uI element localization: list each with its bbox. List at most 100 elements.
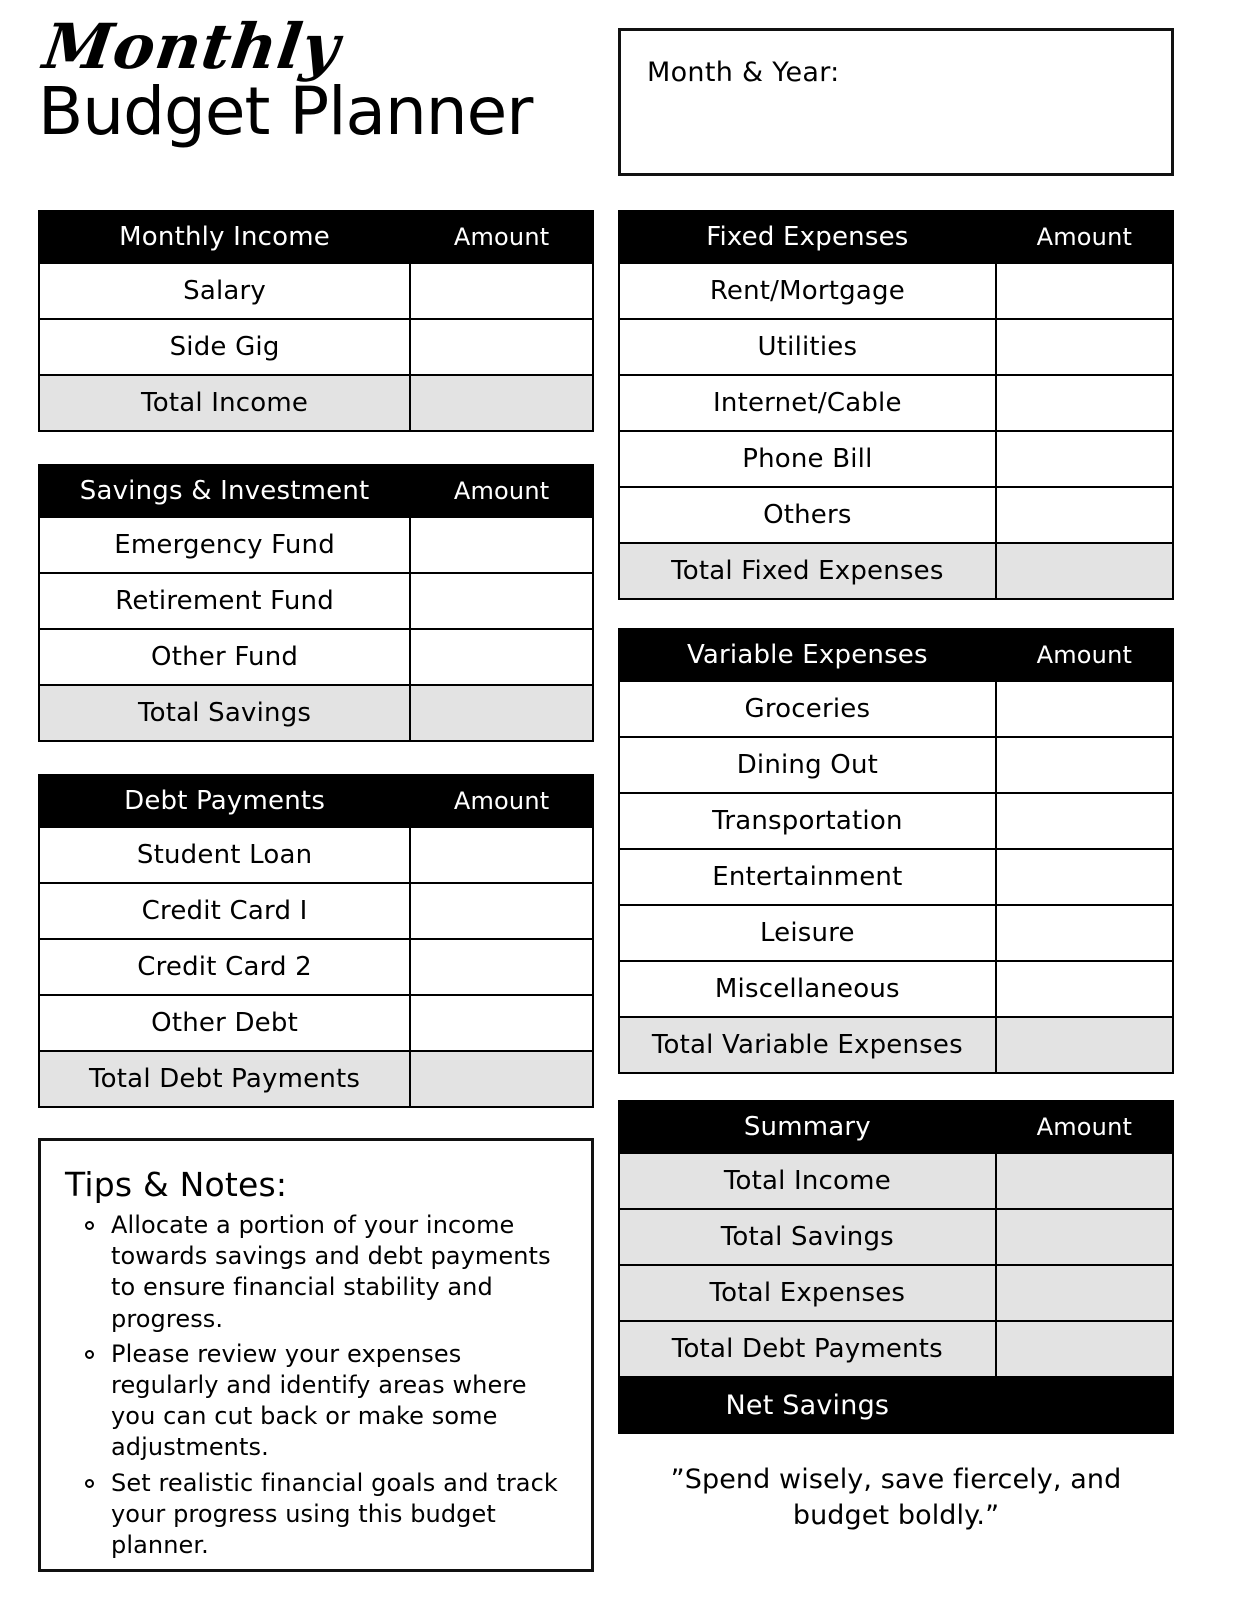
amount-cell[interactable] <box>994 430 1175 488</box>
monthly-income-table: Monthly Income Amount Salary Side Gig To… <box>37 210 594 432</box>
table-row: Leisure <box>618 904 1175 962</box>
row-label: Groceries <box>618 680 997 738</box>
net-savings-row: Net Savings <box>618 1376 1175 1434</box>
table-row: Side Gig <box>37 318 594 376</box>
table-title: Savings & Investment <box>37 464 412 518</box>
amount-cell[interactable] <box>994 1208 1175 1266</box>
row-label: Emergency Fund <box>37 516 412 574</box>
tips-title: Tips & Notes: <box>65 1165 288 1204</box>
table-header-row: Savings & Investment Amount <box>37 464 594 518</box>
amount-cell[interactable] <box>994 960 1175 1018</box>
quote-line-2: budget boldly.” <box>792 1500 1000 1532</box>
table-row: Rent/Mortgage <box>618 262 1175 320</box>
total-amount-cell[interactable] <box>994 542 1175 600</box>
row-label: Other Debt <box>37 994 412 1052</box>
amount-cell[interactable] <box>994 318 1175 376</box>
table-row: Credit Card 2 <box>37 938 594 996</box>
amount-header: Amount <box>994 1100 1175 1154</box>
tips-list: Allocate a portion of your income toward… <box>63 1210 573 1561</box>
total-label: Total Fixed Expenses <box>618 542 997 600</box>
total-label: Total Income <box>37 374 412 432</box>
amount-cell[interactable] <box>994 486 1175 544</box>
row-label: Rent/Mortgage <box>618 262 997 320</box>
table-header-row: Debt Payments Amount <box>37 774 594 828</box>
table-title: Fixed Expenses <box>618 210 997 264</box>
total-amount-cell[interactable] <box>409 374 594 432</box>
table-row: Retirement Fund <box>37 572 594 630</box>
table-row: Other Fund <box>37 628 594 686</box>
amount-cell[interactable] <box>994 680 1175 738</box>
summary-table: Summary Amount Total Income Total Saving… <box>618 1100 1175 1434</box>
total-amount-cell[interactable] <box>409 684 594 742</box>
amount-header: Amount <box>409 210 594 264</box>
total-amount-cell[interactable] <box>409 1050 594 1108</box>
amount-cell[interactable] <box>409 882 594 940</box>
amount-cell[interactable] <box>994 262 1175 320</box>
amount-header: Amount <box>994 628 1175 682</box>
footer-quote: ”Spend wisely, save fiercely, and budget… <box>618 1462 1174 1535</box>
row-label: Dining Out <box>618 736 997 794</box>
amount-cell[interactable] <box>409 572 594 630</box>
total-label: Total Savings <box>37 684 412 742</box>
amount-cell[interactable] <box>409 516 594 574</box>
amount-cell[interactable] <box>409 318 594 376</box>
debt-payments-table: Debt Payments Amount Student Loan Credit… <box>37 774 594 1108</box>
table-row: Groceries <box>618 680 1175 738</box>
amount-cell[interactable] <box>409 938 594 996</box>
month-year-label: Month & Year: <box>647 57 840 88</box>
table-row: Total Income <box>618 1152 1175 1210</box>
amount-cell[interactable] <box>409 826 594 884</box>
row-label: Total Income <box>618 1152 997 1210</box>
savings-investment-table: Savings & Investment Amount Emergency Fu… <box>37 464 594 742</box>
row-label: Total Savings <box>618 1208 997 1266</box>
table-header-row: Fixed Expenses Amount <box>618 210 1175 264</box>
amount-cell[interactable] <box>994 1152 1175 1210</box>
net-savings-amount-cell[interactable] <box>994 1376 1175 1434</box>
table-row: Student Loan <box>37 826 594 884</box>
table-header-row: Summary Amount <box>618 1100 1175 1154</box>
amount-cell[interactable] <box>994 792 1175 850</box>
table-total-row: Total Debt Payments <box>37 1050 594 1108</box>
fixed-expenses-table: Fixed Expenses Amount Rent/Mortgage Util… <box>618 210 1175 600</box>
row-label: Student Loan <box>37 826 412 884</box>
total-label: Total Variable Expenses <box>618 1016 997 1074</box>
list-item: Please review your expenses regularly an… <box>85 1339 573 1464</box>
month-year-box[interactable]: Month & Year: <box>618 28 1174 176</box>
table-title: Variable Expenses <box>618 628 997 682</box>
table-row: Credit Card I <box>37 882 594 940</box>
table-title: Debt Payments <box>37 774 412 828</box>
table-row: Total Savings <box>618 1208 1175 1266</box>
title-script-word: Monthly <box>39 10 345 83</box>
amount-cell[interactable] <box>409 628 594 686</box>
amount-cell[interactable] <box>409 262 594 320</box>
table-total-row: Total Fixed Expenses <box>618 542 1175 600</box>
row-label: Internet/Cable <box>618 374 997 432</box>
table-row: Salary <box>37 262 594 320</box>
row-label: Total Debt Payments <box>618 1320 997 1378</box>
amount-cell[interactable] <box>994 904 1175 962</box>
amount-cell[interactable] <box>994 1264 1175 1322</box>
row-label: Entertainment <box>618 848 997 906</box>
total-amount-cell[interactable] <box>994 1016 1175 1074</box>
table-header-row: Variable Expenses Amount <box>618 628 1175 682</box>
amount-cell[interactable] <box>994 1320 1175 1378</box>
table-title: Monthly Income <box>37 210 412 264</box>
amount-header: Amount <box>409 464 594 518</box>
total-label: Total Debt Payments <box>37 1050 412 1108</box>
amount-cell[interactable] <box>994 736 1175 794</box>
row-label: Utilities <box>618 318 997 376</box>
amount-cell[interactable] <box>994 848 1175 906</box>
table-row: Emergency Fund <box>37 516 594 574</box>
list-item: Set realistic financial goals and track … <box>85 1468 573 1562</box>
row-label: Side Gig <box>37 318 412 376</box>
row-label: Credit Card 2 <box>37 938 412 996</box>
row-label: Leisure <box>618 904 997 962</box>
row-label: Salary <box>37 262 412 320</box>
row-label: Others <box>618 486 997 544</box>
table-row: Transportation <box>618 792 1175 850</box>
amount-header: Amount <box>409 774 594 828</box>
amount-cell[interactable] <box>409 994 594 1052</box>
amount-cell[interactable] <box>994 374 1175 432</box>
tips-and-notes-box: Tips & Notes: Allocate a portion of your… <box>38 1138 594 1572</box>
